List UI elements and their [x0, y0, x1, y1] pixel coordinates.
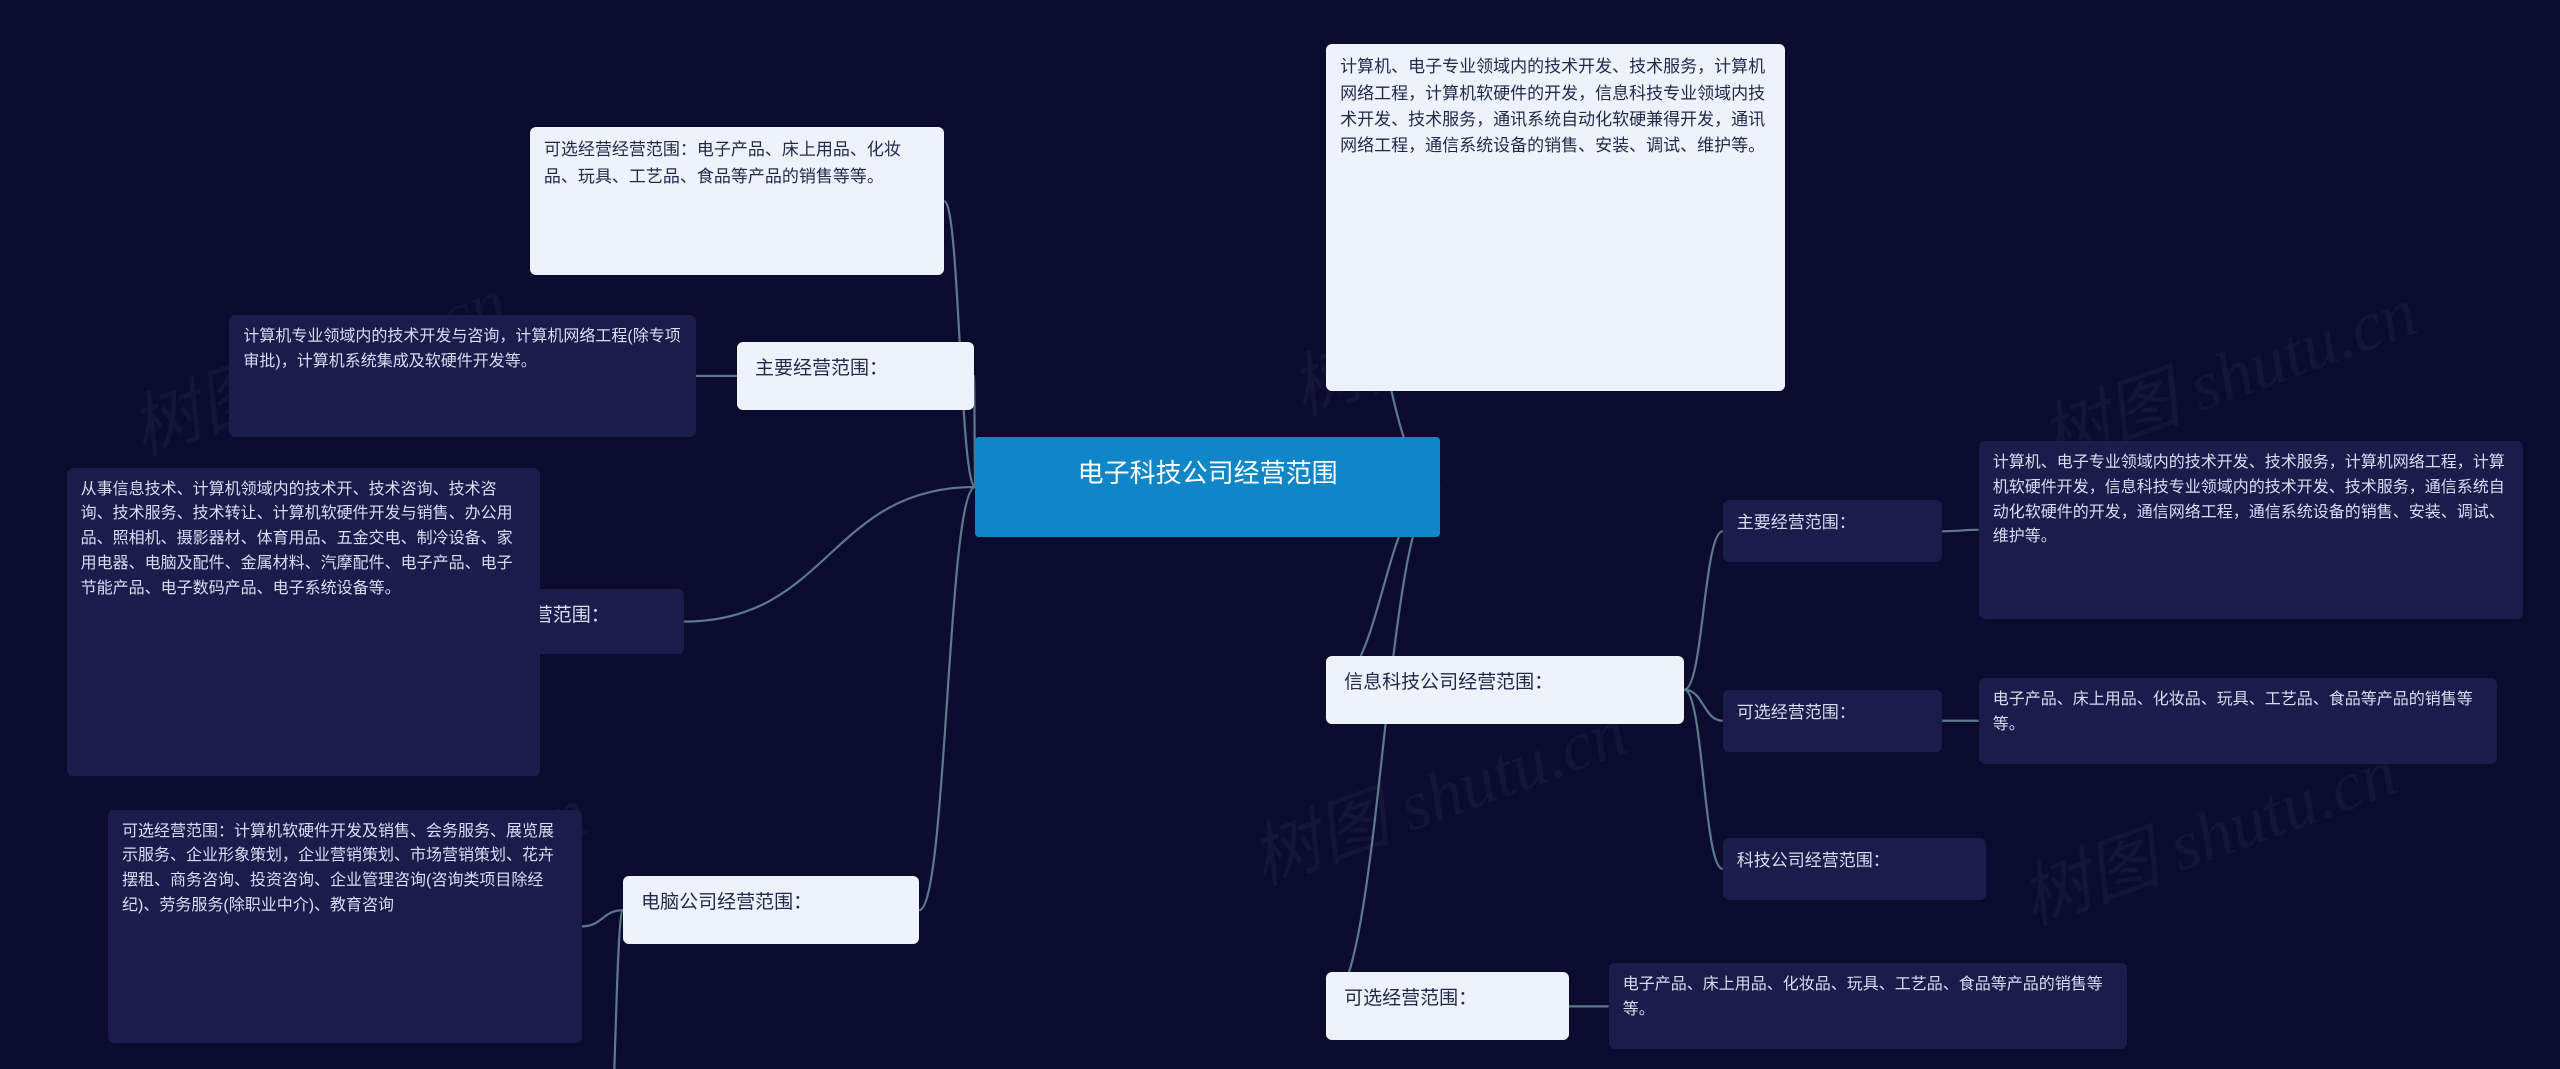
- node-R2a[interactable]: 主要经营范围：: [1723, 500, 1942, 562]
- connector: [582, 910, 623, 926]
- connector: [684, 487, 976, 622]
- node-L4[interactable]: 电脑公司经营范围：: [623, 876, 919, 944]
- node-R2a1[interactable]: 计算机、电子专业领域内的技术开发、技术服务，计算机网络工程，计算机软硬件开发，信…: [1979, 441, 2524, 619]
- node-R1[interactable]: 计算机、电子专业领域内的技术开发、技术服务，计算机网络工程，计算机软硬件的开发，…: [1326, 44, 1785, 390]
- node-R2[interactable]: 信息科技公司经营范围：: [1326, 656, 1684, 724]
- node-L1[interactable]: 可选经营经营范围：电子产品、床上用品、化妆品、玩具、工艺品、食品等产品的销售等等…: [530, 127, 944, 275]
- connector: [608, 910, 623, 1069]
- node-L2a[interactable]: 计算机专业领域内的技术开发与咨询，计算机网络工程(除专项审批)，计算机系统集成及…: [229, 315, 695, 436]
- connector: [1684, 690, 1722, 869]
- node-L2[interactable]: 主要经营范围：: [737, 342, 974, 410]
- connector: [1684, 531, 1722, 689]
- connector: [1326, 487, 1440, 1006]
- connector: [919, 487, 975, 910]
- mindmap-canvas: 树图 shutu.cn树图 shutu.cn树图 shutu.cn树图 shut…: [0, 0, 2560, 1069]
- node-root[interactable]: 电子科技公司经营范围: [975, 437, 1440, 538]
- node-R3a[interactable]: 电子产品、床上用品、化妆品、玩具、工艺品、食品等产品的销售等等。: [1609, 963, 2127, 1049]
- node-R2b1[interactable]: 电子产品、床上用品、化妆品、玩具、工艺品、食品等产品的销售等等。: [1979, 678, 2497, 764]
- node-R2b[interactable]: 可选经营范围：: [1723, 690, 1942, 752]
- node-R3[interactable]: 可选经营范围：: [1326, 972, 1569, 1040]
- connector: [1684, 690, 1722, 721]
- node-L3a[interactable]: 从事信息技术、计算机领域内的技术开、技术咨询、技术咨询、技术服务、技术转让、计算…: [67, 468, 541, 776]
- connector: [1942, 530, 1979, 531]
- node-R2c[interactable]: 科技公司经营范围：: [1723, 838, 1986, 900]
- node-L4a[interactable]: 可选经营范围：计算机软硬件开发及销售、会务服务、展览展示服务、企业形象策划，企业…: [108, 810, 582, 1044]
